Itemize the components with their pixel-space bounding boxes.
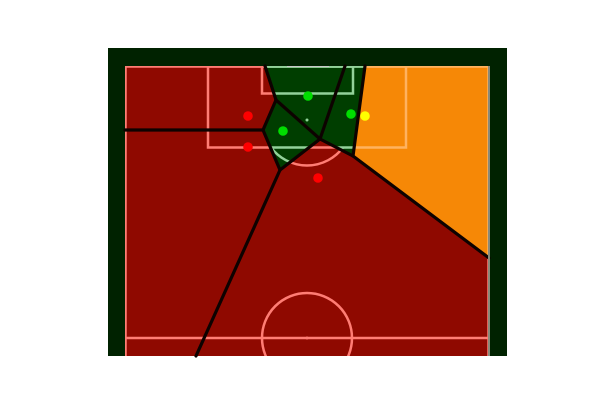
goal — [287, 66, 329, 67]
defending-player-marker — [278, 126, 288, 136]
players — [243, 91, 370, 183]
voronoi-region-red-top-left — [125, 66, 276, 130]
voronoi-boundary — [318, 64, 347, 141]
voronoi-boundary — [274, 98, 322, 141]
voronoi-boundaries — [123, 64, 491, 358]
center-spot — [305, 336, 309, 340]
center-circle — [260, 291, 354, 356]
voronoi-boundary — [351, 154, 491, 260]
voronoi-region-green-left — [263, 100, 320, 170]
voronoi-boundary — [318, 137, 355, 158]
penalty-box — [353, 66, 408, 149]
attacking-player-marker — [243, 111, 253, 121]
voronoi-boundary — [263, 64, 278, 102]
voronoi-regions — [125, 66, 489, 356]
attacking-player-marker — [313, 173, 323, 183]
voronoi-boundary — [261, 128, 282, 172]
penalty-spot — [305, 118, 309, 122]
voronoi-region-red-left — [125, 130, 280, 356]
defending-player-marker — [303, 91, 313, 101]
attacking-player-marker — [243, 142, 253, 152]
voronoi-boundary — [194, 168, 282, 358]
voronoi-boundary — [278, 137, 322, 172]
defending-player-marker — [346, 109, 356, 119]
voronoi-region-red-bottom — [196, 139, 489, 356]
voronoi-region-orange-right — [353, 66, 489, 258]
voronoi-boundary — [351, 64, 367, 158]
voronoi-boundary — [261, 98, 278, 132]
highlighted-player-marker — [360, 111, 370, 121]
